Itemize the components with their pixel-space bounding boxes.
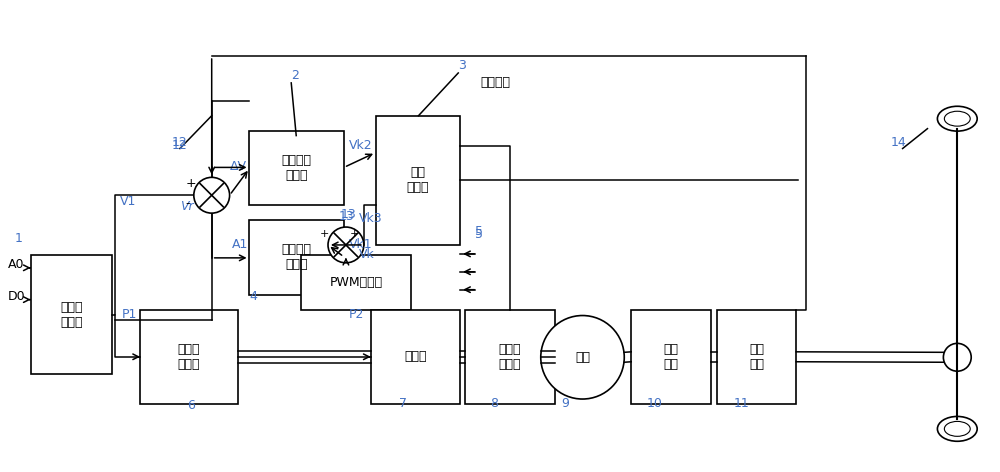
Text: +: + (350, 229, 359, 239)
Text: P2: P2 (349, 308, 364, 320)
Bar (465, 310, 555, 404)
Text: 第二速度
控制器: 第二速度 控制器 (282, 154, 312, 182)
Text: A1: A1 (232, 238, 248, 251)
Text: 1: 1 (15, 232, 23, 245)
Text: 电机: 电机 (575, 351, 590, 364)
Text: P1: P1 (122, 308, 138, 320)
Text: -: - (186, 197, 190, 210)
Text: 电流检
测装置: 电流检 测装置 (499, 343, 521, 371)
Text: 电流
控制器: 电流 控制器 (407, 166, 429, 194)
Text: 12: 12 (172, 135, 188, 149)
Bar (371, 310, 460, 404)
Text: PWM生成器: PWM生成器 (329, 276, 382, 289)
Text: Vk1: Vk1 (349, 238, 373, 251)
Text: 13: 13 (341, 208, 357, 221)
Text: 10: 10 (647, 397, 663, 410)
Ellipse shape (937, 106, 977, 131)
Text: 电流信号: 电流信号 (480, 76, 510, 89)
Text: +: + (186, 177, 196, 190)
Text: 13: 13 (339, 210, 355, 223)
Ellipse shape (937, 416, 977, 441)
Circle shape (194, 177, 230, 213)
Text: 逆变器: 逆变器 (404, 350, 427, 363)
Text: 4: 4 (249, 290, 257, 303)
Bar (249, 131, 344, 205)
Text: Vk2: Vk2 (349, 138, 373, 152)
Ellipse shape (944, 421, 970, 436)
Circle shape (541, 315, 624, 399)
Text: 直流供
电电源: 直流供 电电源 (178, 343, 200, 371)
Bar (376, 116, 460, 245)
Text: 5: 5 (475, 228, 483, 241)
Bar (140, 310, 238, 404)
Text: 3: 3 (458, 59, 466, 72)
Text: 第一速度
控制器: 第一速度 控制器 (282, 244, 312, 271)
Text: Vk: Vk (359, 248, 375, 261)
Text: A0: A0 (8, 258, 24, 271)
Circle shape (943, 343, 971, 371)
Text: 8: 8 (490, 397, 498, 410)
Text: 11: 11 (734, 397, 749, 410)
Text: 传动
装置: 传动 装置 (663, 343, 678, 371)
Bar (717, 310, 796, 404)
Text: Vk3: Vk3 (359, 212, 382, 225)
Bar (301, 255, 411, 310)
Text: D0: D0 (8, 290, 26, 303)
Text: 7: 7 (399, 397, 407, 410)
Bar (31, 255, 112, 374)
Text: +: + (320, 229, 329, 239)
Text: 14: 14 (891, 135, 906, 149)
Text: 12: 12 (172, 138, 188, 152)
Circle shape (328, 227, 364, 263)
Text: ΔV: ΔV (230, 160, 247, 173)
Text: 2: 2 (291, 69, 299, 82)
Bar (631, 310, 711, 404)
Text: Vr: Vr (180, 200, 194, 213)
Text: 测速
装置: 测速 装置 (749, 343, 764, 371)
Text: 9: 9 (562, 397, 570, 410)
Text: 信号转
换模块: 信号转 换模块 (60, 301, 83, 329)
Ellipse shape (944, 111, 970, 126)
Text: 6: 6 (187, 399, 195, 412)
Bar (249, 220, 344, 295)
Text: 5: 5 (475, 225, 483, 238)
Text: V1: V1 (120, 195, 137, 208)
